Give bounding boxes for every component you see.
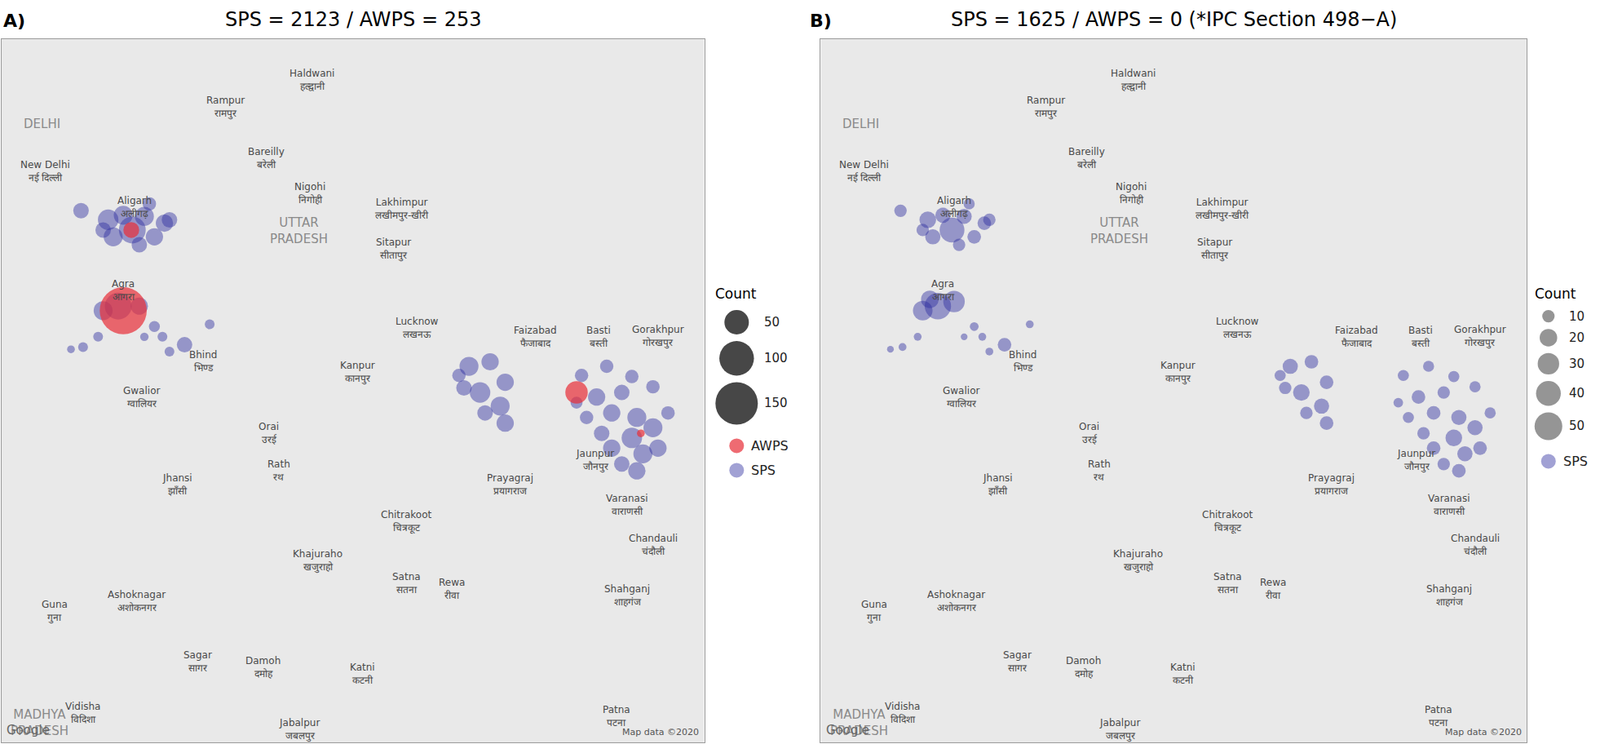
svg-text:SPS: SPS: [1563, 453, 1588, 469]
svg-text:Chitrakootचित्रकूट: Chitrakootचित्रकूट: [1202, 508, 1254, 535]
svg-text:20: 20: [1569, 330, 1585, 345]
svg-text:Rampurरामपुर: Rampurरामपुर: [1026, 94, 1066, 120]
svg-text:Lucknowलखनऊ: Lucknowलखनऊ: [1215, 315, 1260, 341]
svg-text:Ashoknagarअशोकनगर: Ashoknagarअशोकनगर: [107, 588, 166, 614]
svg-text:Satnaसतना: Satnaसतना: [1213, 570, 1242, 596]
svg-text:Bareillyबरेली: Bareillyबरेली: [1068, 145, 1105, 171]
svg-text:Faizabadफैजाबाद: Faizabadफैजाबाद: [513, 324, 557, 350]
svg-text:Google: Google: [826, 722, 870, 738]
svg-text:MADHYAPRADESH: MADHYAPRADESH: [830, 707, 889, 739]
svg-text:SPS = 1625 / AWPS = 0 (*IPC Se: SPS = 1625 / AWPS = 0 (*IPC Section 498−…: [950, 8, 1397, 31]
svg-text:Nigohiनिगोही: Nigohiनिगोही: [1115, 181, 1147, 206]
svg-text:Rewaरीवा: Rewaरीवा: [1259, 576, 1287, 602]
svg-text:Khajurahoखजुराहो: Khajurahoखजुराहो: [1113, 548, 1163, 574]
svg-text:Bhindभिण्ड: Bhindभिण्ड: [189, 349, 217, 374]
svg-text:50: 50: [764, 314, 780, 330]
svg-text:30: 30: [1569, 356, 1585, 372]
svg-text:Aligarhअलीगढ़: Aligarhअलीगढ़: [117, 194, 152, 220]
svg-text:Damohदमोह: Damohदमोह: [245, 654, 281, 680]
svg-text:10: 10: [1569, 309, 1585, 324]
svg-text:AWPS: AWPS: [751, 437, 789, 454]
svg-text:Bareillyबरेली: Bareillyबरेली: [247, 145, 285, 171]
svg-text:Oraiउरई: Oraiउरई: [1078, 420, 1100, 446]
svg-text:B): B): [809, 10, 832, 31]
svg-text:Jhansiझाँसी: Jhansiझाँसी: [982, 472, 1013, 497]
svg-text:Aligarhअलीगढ़: Aligarhअलीगढ़: [937, 194, 972, 220]
svg-text:Rampurरामपुर: Rampurरामपुर: [206, 94, 245, 120]
svg-text:Faizabadफैजाबाद: Faizabadफैजाबाद: [1334, 324, 1379, 350]
svg-text:Gunaगुना: Gunaगुना: [41, 598, 68, 624]
svg-text:Prayagrajप्रयागराज: Prayagrajप्रयागराज: [1308, 472, 1355, 497]
svg-text:Chandauliचंदौली: Chandauliचंदौली: [628, 532, 678, 557]
svg-text:Gorakhpurगोरखपुर: Gorakhpurगोरखपुर: [1454, 323, 1507, 350]
svg-text:Count: Count: [715, 285, 757, 302]
svg-text:Sitapurसीतापुर: Sitapurसीतापुर: [1197, 236, 1233, 262]
svg-text:Bastiबस्ती: Bastiबस्ती: [586, 324, 611, 350]
svg-text:Jaunpurजौनपुर: Jaunpurजौनपुर: [1396, 447, 1436, 473]
svg-text:Varanasiवाराणसी: Varanasiवाराणसी: [1427, 492, 1470, 518]
svg-text:Lakhimpurलखीमपुर-खीरी: Lakhimpurलखीमपुर-खीरी: [375, 196, 429, 222]
svg-text:Nigohiनिगोही: Nigohiनिगोही: [294, 181, 326, 206]
svg-text:150: 150: [764, 395, 788, 411]
svg-text:Oraiउरई: Oraiउरई: [258, 420, 279, 446]
svg-text:Shahganjशाहगंज: Shahganjशाहगंज: [604, 583, 650, 608]
svg-text:DELHI: DELHI: [23, 116, 61, 132]
svg-text:SPS = 2123 / AWPS = 253: SPS = 2123 / AWPS = 253: [225, 8, 482, 31]
svg-text:Sagarसागर: Sagarसागर: [1003, 649, 1032, 674]
svg-text:Patnaपटना: Patnaपटना: [1424, 703, 1453, 729]
svg-text:MADHYAPRADESH: MADHYAPRADESH: [10, 707, 69, 739]
svg-text:Khajurahoखजुराहो: Khajurahoखजुराहो: [292, 548, 343, 574]
svg-text:Satnaसतना: Satnaसतना: [392, 570, 421, 596]
svg-text:Haldwaniहल्द्वानी: Haldwaniहल्द्वानी: [1110, 67, 1156, 93]
svg-text:Rathरथ: Rathरथ: [267, 458, 291, 483]
svg-text:Ashoknagarअशोकनगर: Ashoknagarअशोकनगर: [927, 588, 986, 614]
svg-text:Gunaगुना: Gunaगुना: [861, 598, 888, 624]
svg-text:Jabalpurजबलपुर: Jabalpurजबलपुर: [1099, 716, 1141, 743]
svg-text:Haldwaniहल्द्वानी: Haldwaniहल्द्वानी: [289, 67, 335, 93]
svg-text:40: 40: [1569, 385, 1585, 401]
svg-text:Rewaरीवा: Rewaरीवा: [438, 576, 465, 602]
svg-text:Damohदमोह: Damohदमोह: [1065, 654, 1101, 680]
svg-text:DELHI: DELHI: [842, 116, 880, 132]
svg-text:Lakhimpurलखीमपुर-खीरी: Lakhimpurलखीमपुर-खीरी: [1195, 196, 1250, 222]
svg-text:New Delhiनई दिल्ली: New Delhiनई दिल्ली: [20, 159, 71, 184]
svg-text:New Delhiनई दिल्ली: New Delhiनई दिल्ली: [839, 159, 889, 184]
svg-text:Jhansiझाँसी: Jhansiझाँसी: [162, 472, 193, 497]
svg-text:Kanpurकानपुर: Kanpurकानपुर: [1160, 359, 1196, 385]
svg-text:Katniकटनी: Katniकटनी: [349, 661, 376, 686]
svg-text:Katniकटनी: Katniकटनी: [1170, 661, 1196, 686]
svg-text:Vidishaविदिशा: Vidishaविदिशा: [884, 700, 920, 725]
svg-text:Gorakhpurगोरखपुर: Gorakhpurगोरखपुर: [632, 323, 685, 350]
svg-text:Gwaliorग्वालियर: Gwaliorग्वालियर: [123, 384, 160, 410]
svg-text:SPS: SPS: [751, 462, 776, 478]
svg-text:Chitrakootचित्रकूट: Chitrakootचित्रकूट: [380, 508, 433, 535]
svg-text:Patnaपटना: Patnaपटना: [602, 703, 631, 729]
svg-text:Vidishaविदिशा: Vidishaविदिशा: [65, 700, 101, 725]
svg-text:Varanasiवाराणसी: Varanasiवाराणसी: [605, 492, 648, 518]
svg-text:Agraआगरा: Agraआगरा: [931, 278, 955, 303]
svg-text:Chandauliचंदौली: Chandauliचंदौली: [1450, 532, 1500, 557]
svg-text:Count: Count: [1534, 285, 1577, 302]
svg-text:Rathरथ: Rathरथ: [1087, 458, 1111, 483]
svg-text:Bastiबस्ती: Bastiबस्ती: [1408, 324, 1433, 350]
svg-text:50: 50: [1569, 418, 1585, 434]
svg-text:Gwaliorग्वालियर: Gwaliorग्वालियर: [942, 384, 980, 410]
svg-text:UTTARPRADESH: UTTARPRADESH: [1090, 215, 1149, 247]
svg-text:100: 100: [764, 350, 788, 366]
svg-text:Prayagrajप्रयागराज: Prayagrajप्रयागराज: [486, 472, 534, 497]
svg-text:A): A): [3, 10, 26, 31]
svg-text:UTTARPRADESH: UTTARPRADESH: [269, 215, 328, 247]
svg-text:Map data ©2020: Map data ©2020: [1445, 726, 1522, 738]
svg-text:Map data ©2020: Map data ©2020: [622, 726, 699, 738]
svg-text:Lucknowलखनऊ: Lucknowलखनऊ: [395, 315, 439, 341]
svg-text:Agraआगरा: Agraआगरा: [111, 278, 136, 303]
svg-text:Sagarसागर: Sagarसागर: [183, 649, 213, 674]
svg-text:Shahganjशाहगंज: Shahganjशाहगंज: [1426, 583, 1472, 608]
svg-text:Google: Google: [6, 722, 50, 738]
svg-text:Sitapurसीतापुर: Sitapurसीतापुर: [375, 236, 412, 262]
svg-text:Kanpurकानपुर: Kanpurकानपुर: [340, 359, 376, 385]
svg-text:Bhindभिण्ड: Bhindभिण्ड: [1008, 349, 1037, 374]
svg-text:Jaunpurजौनपुर: Jaunpurजौनपुर: [575, 447, 615, 473]
svg-text:Jabalpurजबलपुर: Jabalpurजबलपुर: [278, 716, 320, 743]
